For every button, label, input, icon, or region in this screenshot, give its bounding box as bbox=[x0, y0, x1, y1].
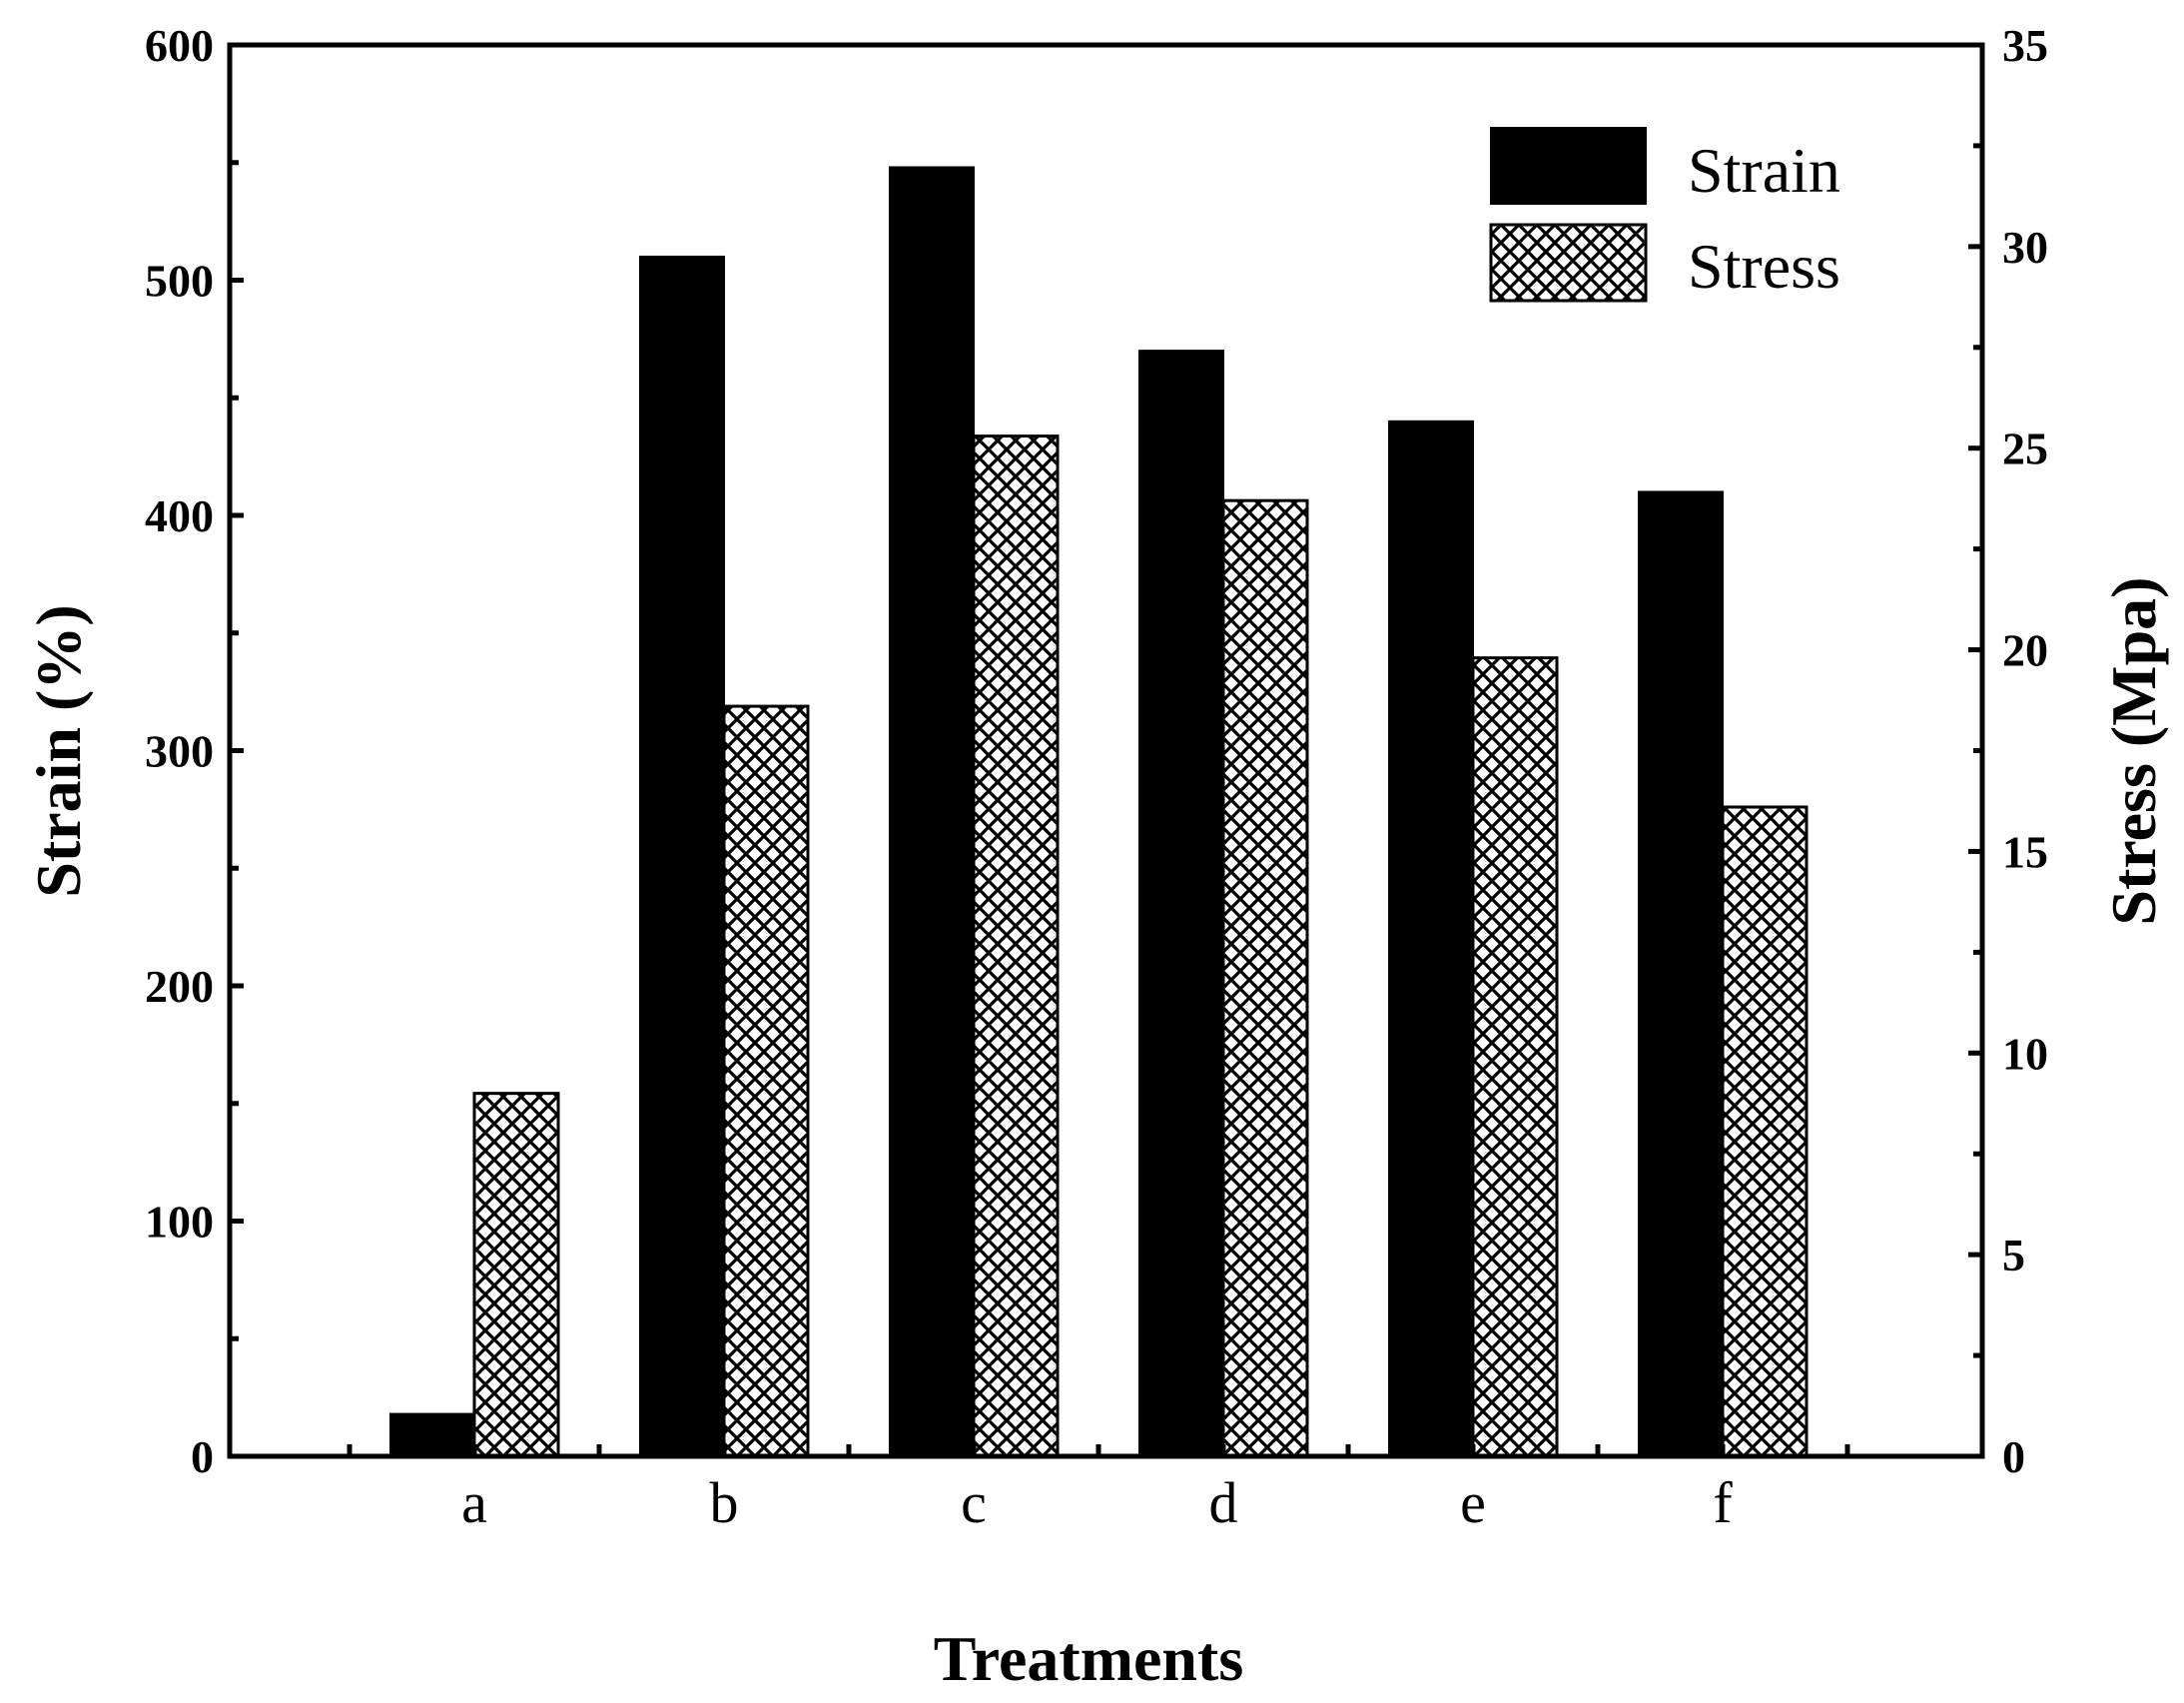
left-tick-label: 600 bbox=[145, 20, 214, 71]
left-tick-label: 300 bbox=[145, 726, 214, 777]
bar-stress-c bbox=[972, 434, 1060, 1458]
left-tick-label: 100 bbox=[145, 1197, 214, 1248]
left-tick-label: 200 bbox=[145, 961, 214, 1012]
bar-stress-f bbox=[1721, 805, 1809, 1458]
y-axis-left-title: Strain (%) bbox=[23, 604, 94, 897]
x-tick-label-b: b bbox=[710, 1470, 739, 1535]
legend-swatch-strain bbox=[1490, 127, 1647, 205]
x-axis: a b c d e f bbox=[347, 1444, 1850, 1535]
legend: Strain Stress bbox=[1489, 127, 1840, 303]
left-tick-label: 400 bbox=[145, 490, 214, 541]
right-tick-label: 20 bbox=[2002, 625, 2048, 676]
x-tick-label-c: c bbox=[961, 1470, 987, 1535]
bar-strain-d bbox=[1138, 350, 1224, 1457]
legend-swatch-stress bbox=[1489, 223, 1648, 303]
bar-stress-d bbox=[1221, 498, 1309, 1458]
bar-stress-b bbox=[722, 704, 810, 1458]
bar-strain-b bbox=[639, 255, 725, 1458]
bar-strain-f bbox=[1638, 490, 1724, 1457]
plot-frame bbox=[227, 42, 1985, 1459]
right-tick-label: 5 bbox=[2002, 1230, 2025, 1280]
bar-strain-c bbox=[889, 166, 975, 1458]
y-axis-right-title: Stress (Mpa) bbox=[2098, 577, 2169, 926]
x-axis-title: Treatments bbox=[934, 1623, 1243, 1694]
bar-strain-a bbox=[389, 1412, 475, 1457]
legend-label-strain: Strain bbox=[1688, 135, 1840, 206]
right-tick-label: 35 bbox=[2002, 20, 2048, 71]
x-tick-label-e: e bbox=[1460, 1470, 1486, 1535]
bar-strain-e bbox=[1388, 420, 1474, 1457]
right-axis: 0 5 10 15 20 25 30 35 bbox=[1968, 20, 2048, 1482]
x-tick-label-f: f bbox=[1713, 1470, 1733, 1535]
left-tick-label: 500 bbox=[145, 256, 214, 307]
right-tick-label: 25 bbox=[2002, 424, 2048, 474]
legend-label-stress: Stress bbox=[1688, 231, 1840, 302]
bar-stress-e bbox=[1471, 656, 1559, 1458]
right-tick-label: 15 bbox=[2002, 826, 2048, 877]
right-tick-label: 10 bbox=[2002, 1028, 2048, 1079]
right-tick-label: 0 bbox=[2002, 1431, 2025, 1482]
right-tick-label: 30 bbox=[2002, 222, 2048, 273]
x-tick-label-d: d bbox=[1209, 1470, 1238, 1535]
left-tick-label: 0 bbox=[191, 1431, 214, 1482]
bars-layer bbox=[389, 166, 1809, 1458]
bar-stress-a bbox=[472, 1092, 560, 1458]
x-tick-label-a: a bbox=[461, 1470, 487, 1535]
